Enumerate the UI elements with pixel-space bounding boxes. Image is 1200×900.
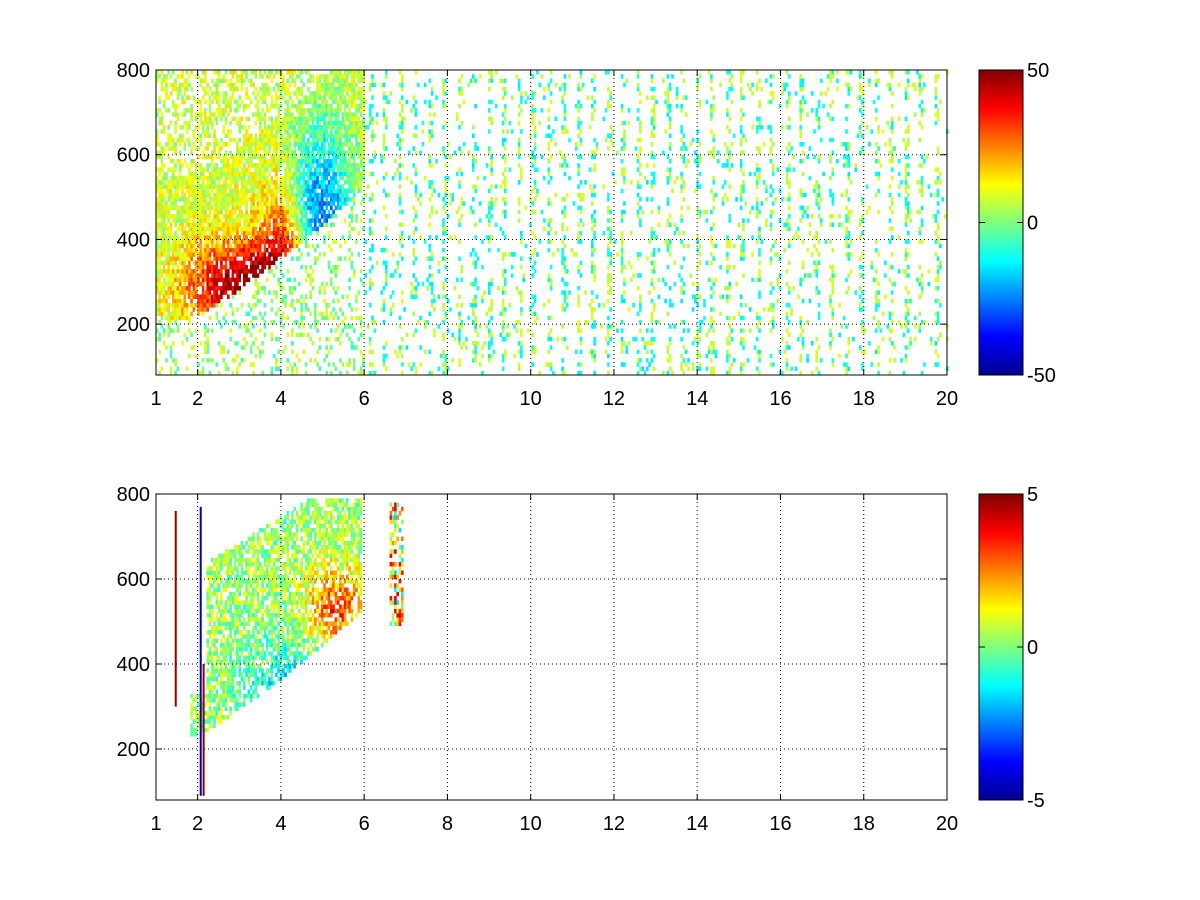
x-tick-label: 12 — [603, 813, 625, 835]
colorbar-tick-label: 0 — [1027, 637, 1038, 659]
y-tick-label: 600 — [117, 569, 150, 591]
y-tick-label: 800 — [117, 484, 150, 506]
colorbar-tick-label: 5 — [1027, 484, 1038, 506]
x-tick-label: 2 — [192, 813, 203, 835]
x-tick-label: 20 — [936, 388, 958, 410]
streak-2 — [202, 664, 205, 796]
colorbar-tick-label: 50 — [1027, 60, 1049, 82]
x-tick-label: 18 — [853, 388, 875, 410]
x-tick-label: 6 — [359, 388, 370, 410]
colorbar-tick-label: -50 — [1027, 365, 1056, 387]
colorbar-tick-label: 0 — [1027, 213, 1038, 235]
grid-lines — [156, 70, 947, 375]
y-tick-label: 600 — [117, 145, 150, 167]
axes-box — [155, 493, 948, 801]
colorbar-gradient — [978, 69, 1024, 376]
x-tick-label: 4 — [275, 813, 286, 835]
streak-0 — [174, 511, 177, 707]
x-tick-label: 14 — [686, 388, 708, 410]
heatmap-cells — [156, 70, 949, 376]
x-tick-label: 8 — [442, 388, 453, 410]
colorbar: 50 0 -50 — [978, 60, 1056, 387]
y-tick-label: 400 — [117, 654, 150, 676]
grid-lines — [156, 494, 947, 800]
y-tick-label: 200 — [117, 314, 150, 336]
x-tick-label: 1 — [150, 388, 161, 410]
y-tick-label: 400 — [117, 229, 150, 251]
x-tick-label: 6 — [359, 813, 370, 835]
y-tick-label: 200 — [117, 739, 150, 761]
x-tick-label: 10 — [520, 813, 542, 835]
x-tick-label: 16 — [769, 388, 791, 410]
colorbar-gradient — [978, 493, 1024, 801]
y-tick-label: 800 — [117, 60, 150, 82]
streak-1 — [199, 506, 202, 796]
colorbar-tick-label: -5 — [1027, 790, 1045, 812]
x-tick-label: 12 — [603, 388, 625, 410]
x-tick-label: 8 — [442, 813, 453, 835]
x-tick-label: 20 — [936, 813, 958, 835]
x-tick-label: 1 — [150, 813, 161, 835]
x-tick-label: 18 — [853, 813, 875, 835]
x-tick-label: 10 — [520, 388, 542, 410]
axes-box — [155, 69, 948, 376]
heatmap-cells — [174, 498, 404, 796]
x-tick-label: 4 — [275, 388, 286, 410]
x-tick-label: 2 — [192, 388, 203, 410]
x-tick-label: 14 — [686, 813, 708, 835]
colorbar: 5 0 -5 — [978, 484, 1045, 812]
x-tick-label: 16 — [769, 813, 791, 835]
